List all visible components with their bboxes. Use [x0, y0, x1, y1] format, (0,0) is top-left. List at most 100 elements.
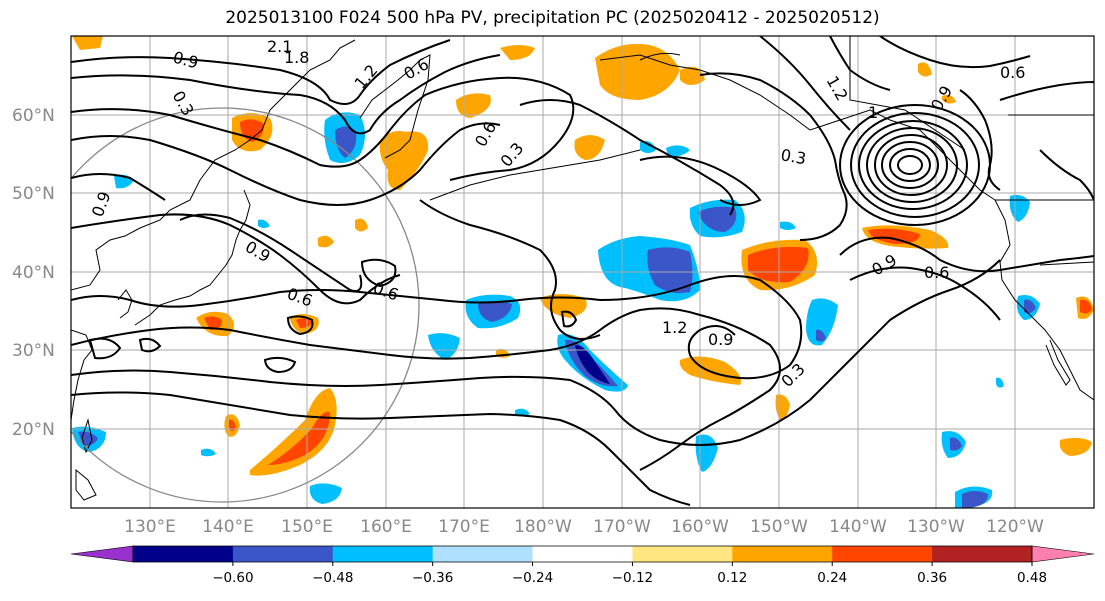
pv-contour	[419, 199, 601, 340]
precip-blob	[962, 491, 988, 508]
colorbar-segment	[532, 546, 633, 562]
precip-blob	[318, 235, 334, 248]
colorbar-tick-label: 0.24	[817, 570, 847, 586]
pv-contours	[71, 36, 1094, 506]
pv-contour	[850, 112, 980, 218]
lon-label: 150°E	[281, 517, 333, 537]
lon-label: 130°W	[907, 517, 965, 537]
coastline-baja	[1045, 339, 1071, 386]
pv-contour	[881, 141, 939, 189]
precip-blob	[942, 94, 956, 104]
pv-contour	[839, 104, 991, 226]
precip-blob	[666, 145, 690, 157]
contour-label: 0.9	[927, 82, 956, 114]
contour-label: 1.2	[351, 61, 382, 93]
border-alaska	[849, 36, 966, 151]
precip-blob	[379, 131, 429, 190]
colorbar-extend-low	[70, 545, 134, 563]
map-frame	[70, 35, 1095, 509]
precip-blob	[428, 333, 460, 360]
lon-label: 140°E	[202, 517, 254, 537]
lon-label: 170°W	[593, 517, 651, 537]
pv-contour	[71, 76, 575, 181]
lon-label: 160°E	[360, 517, 412, 537]
pv-contour	[759, 36, 851, 131]
precip-blob	[640, 141, 656, 153]
lat-label-60n: 60°N	[12, 106, 55, 126]
pv-contour	[71, 54, 501, 135]
colorbar-tick-label: −0.12	[612, 570, 653, 586]
pv-contour	[71, 391, 691, 506]
precip-blob	[72, 36, 103, 50]
contour-label: 0.3	[777, 359, 808, 390]
coastline-china	[71, 329, 93, 421]
precip-blob	[1080, 299, 1092, 314]
pv-contour	[1039, 149, 1094, 201]
lon-label: 170°E	[438, 517, 490, 537]
precip-blob	[816, 329, 826, 342]
coastline-taiwan	[81, 418, 93, 454]
pv-contour	[874, 134, 948, 196]
contour-label: 0.9	[88, 189, 115, 219]
pv-contour	[138, 337, 162, 353]
colorbar-extend-high	[1031, 545, 1095, 563]
pv-contour	[879, 36, 1031, 69]
pv-contour	[71, 307, 781, 471]
precip-blob	[1024, 299, 1036, 314]
colorbar-tick-label: 0.48	[1017, 570, 1047, 586]
pv-contour	[999, 81, 1094, 101]
colorbar-segment	[232, 546, 334, 562]
lat-label-50n: 50°N	[12, 184, 55, 204]
precip-blob	[996, 377, 1004, 388]
precip-blob	[515, 408, 530, 416]
precip-blob	[574, 135, 605, 160]
coastline-na-mx	[1039, 261, 1094, 266]
precip-blob	[201, 448, 216, 457]
contour-label: 0.3	[779, 145, 807, 168]
contour-label: 0.9	[242, 237, 274, 266]
radius-circle	[71, 107, 420, 503]
precip-blob	[250, 388, 337, 476]
pv-contour	[959, 89, 1001, 191]
lat-label-30n: 30°N	[12, 341, 55, 361]
lon-label: 120°W	[986, 517, 1044, 537]
colorbar-tick-label: −0.48	[312, 570, 353, 586]
colorbar-segment	[432, 546, 534, 562]
precip-blob	[229, 419, 236, 431]
precip-blob	[478, 301, 512, 322]
precip-blob	[695, 434, 718, 472]
pv-contour	[88, 337, 122, 360]
pv-contour	[71, 213, 401, 305]
coastline-alaska	[599, 54, 996, 201]
precip-blob	[575, 345, 610, 384]
precip-shading	[72, 36, 1094, 508]
pv-contour	[889, 148, 931, 182]
precip-blob	[780, 221, 796, 230]
precip-blob	[309, 483, 342, 504]
contour-label: 1.8	[284, 48, 309, 67]
contour-label: 2.1	[267, 37, 292, 56]
contour-label: 0.9	[171, 48, 201, 73]
pv-contour	[71, 173, 166, 201]
pv-contour	[829, 36, 891, 91]
pv-contour	[360, 258, 397, 288]
precip-blob	[258, 219, 270, 228]
precip-blob	[698, 206, 737, 232]
coastline-kamchatka	[359, 54, 431, 159]
lon-label: 140°W	[829, 517, 887, 537]
pv-contour	[519, 99, 735, 216]
contour-label: 0.9	[708, 330, 733, 349]
pv-contour	[866, 127, 958, 203]
coastline-korea	[117, 289, 133, 319]
precip-blob	[868, 228, 920, 244]
precip-blob	[1009, 194, 1030, 222]
pv-contour	[71, 39, 451, 105]
pv-contour	[71, 122, 501, 206]
precip-blob	[680, 66, 705, 85]
precip-blob	[355, 218, 368, 232]
colorbar-segment	[832, 546, 933, 562]
lon-label: 160°W	[671, 517, 729, 537]
precip-blob	[1059, 437, 1092, 456]
contour-label: 0.9	[869, 250, 901, 279]
contour-label: 1.2	[823, 73, 852, 105]
